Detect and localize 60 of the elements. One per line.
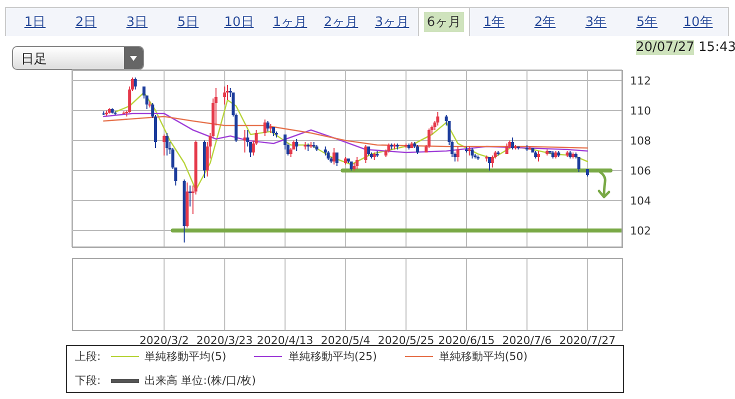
candlestick	[364, 144, 368, 164]
candlestick	[488, 156, 492, 171]
y2-tick-label: 106	[630, 164, 651, 178]
x-tick-label: 2020/3/23	[196, 334, 253, 347]
x-tick-label: 2020/5/25	[378, 334, 434, 347]
text: 2年	[533, 14, 557, 32]
period-dropdown: 日足	[12, 46, 144, 70]
y2-tick-label: 102	[630, 224, 651, 238]
candlestick	[223, 86, 226, 105]
text: 1日	[23, 14, 47, 32]
text: 5日	[176, 14, 200, 32]
candlestick	[490, 155, 494, 168]
text: 10日	[223, 14, 255, 32]
candlestick	[266, 120, 270, 132]
text: 20/07/27	[636, 40, 694, 55]
candlestick	[332, 148, 336, 165]
candlestick	[536, 150, 540, 162]
candlestick	[456, 146, 460, 162]
text: 10年	[682, 14, 714, 32]
legend-label: 単純移動平均(50)	[438, 349, 528, 364]
candlestick	[356, 156, 359, 170]
y2-tick-label: 112	[630, 74, 651, 88]
text: 5年	[635, 14, 659, 32]
legend-label: 単純移動平均(25)	[287, 349, 377, 364]
text: 6ヶ月	[424, 12, 464, 32]
candlestick	[577, 156, 580, 172]
x-tick-label: 2020/5/4	[320, 334, 370, 347]
y2-tick-label: 104	[630, 194, 651, 208]
x-tick-label: 2020/4/13	[256, 334, 314, 347]
text: 2ヶ月	[322, 14, 360, 32]
y2-tick-label: 108	[630, 134, 651, 148]
text: 3ヶ月	[374, 14, 410, 32]
candlestick	[162, 134, 166, 156]
x-tick-label: 2020/6/15	[438, 334, 495, 347]
candlestick	[226, 84, 229, 100]
x-tick-label: 2020/7/27	[559, 334, 616, 347]
candlestick	[263, 119, 266, 136]
candlestick	[188, 185, 192, 207]
candlestick	[428, 128, 431, 148]
text: 1年	[482, 14, 506, 32]
text: 3年	[584, 14, 608, 32]
candlestick	[511, 137, 514, 150]
candlestick	[166, 132, 169, 156]
x-tick-label: 2020/3/2	[139, 334, 189, 347]
y2-tick-label: 110	[630, 104, 651, 118]
candlestick	[145, 95, 148, 110]
text: 3日	[125, 14, 149, 32]
text: 出来高 単位:(株/口/枚)	[144, 373, 256, 388]
candlestick	[295, 138, 298, 152]
candlestick	[470, 148, 474, 159]
text: 上段:	[75, 349, 101, 364]
candlestick	[134, 77, 137, 90]
candlestick	[335, 152, 338, 166]
text: 2日	[74, 14, 98, 32]
text: 下段:	[75, 373, 101, 388]
text: 1ヶ月	[272, 14, 308, 32]
text: 15:43	[698, 40, 735, 55]
candlestick	[436, 112, 440, 126]
legend-label: 単純移動平均(5)	[144, 349, 226, 364]
x-tick-label: 2020/7/6	[502, 334, 552, 347]
